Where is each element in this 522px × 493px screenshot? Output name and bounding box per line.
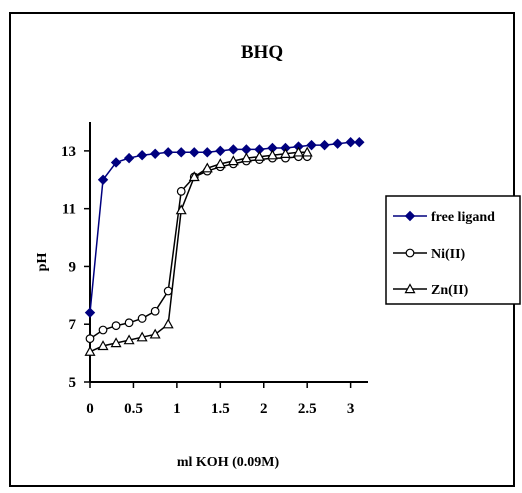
data-point	[306, 139, 317, 151]
data-point	[202, 147, 213, 158]
series-line	[89, 141, 360, 313]
series-line	[89, 155, 308, 340]
x-tick-label: 1	[173, 401, 181, 417]
data-point	[149, 328, 161, 339]
y-axis-label: pH	[35, 253, 50, 272]
data-point	[84, 345, 96, 356]
data-point	[176, 147, 187, 158]
x-axis-label: ml KOH (0.09M)	[177, 455, 280, 470]
data-point	[253, 150, 265, 161]
x-tick-label: 2	[260, 401, 268, 417]
data-point	[137, 314, 147, 323]
data-point	[136, 331, 148, 342]
data-point	[98, 325, 108, 335]
data-point	[97, 174, 109, 185]
y-tick-label: 9	[69, 259, 77, 275]
data-point	[149, 148, 161, 159]
data-point	[124, 318, 134, 328]
data-point	[123, 334, 135, 345]
data-point	[136, 150, 148, 161]
data-point	[84, 307, 96, 318]
series-line	[89, 151, 308, 353]
data-point	[301, 146, 313, 157]
y-tick-label: 7	[69, 317, 77, 333]
series-triangle	[84, 146, 313, 356]
x-tick-label: 1.5	[211, 401, 230, 417]
legend: free ligand Ni(II) Zn(II)	[385, 195, 521, 305]
data-point	[332, 138, 343, 149]
data-point	[176, 186, 186, 196]
data-point	[162, 318, 174, 329]
legend-label: Ni(II)	[431, 247, 466, 262]
data-point	[266, 149, 278, 160]
data-point	[150, 306, 160, 316]
series-layer	[84, 137, 365, 356]
legend-entry: Zn(II)	[393, 283, 469, 298]
data-point	[110, 157, 122, 168]
data-point	[201, 162, 213, 173]
data-point	[163, 286, 173, 296]
data-point	[214, 158, 226, 169]
data-point	[227, 155, 239, 166]
legend-label: free ligand	[431, 210, 495, 225]
legend-entry: Ni(II)	[393, 247, 466, 262]
data-point	[189, 147, 200, 158]
x-tick-label: 3	[347, 401, 355, 417]
series-circle	[85, 152, 312, 344]
legend-entry: free ligand	[393, 210, 495, 225]
data-point	[110, 337, 122, 348]
x-tick-label: 0	[86, 401, 94, 417]
x-tick-label: 2.5	[298, 401, 317, 417]
y-tick-label: 5	[69, 375, 77, 391]
data-point	[292, 146, 305, 157]
data-point	[162, 147, 174, 158]
data-point	[188, 171, 200, 182]
y-tick-label: 13	[61, 144, 76, 160]
legend-marker	[404, 283, 416, 294]
data-point	[123, 152, 135, 164]
data-point	[97, 340, 109, 351]
data-point	[319, 139, 330, 151]
data-point	[215, 145, 226, 157]
data-point	[111, 321, 121, 331]
legend-marker	[404, 210, 416, 222]
series-diamond	[84, 137, 365, 318]
data-point	[345, 137, 356, 148]
data-point	[240, 152, 252, 163]
legend-marker	[405, 248, 415, 258]
data-point	[354, 137, 365, 148]
data-point	[175, 204, 187, 215]
y-tick-label: 11	[62, 202, 76, 218]
data-point	[228, 144, 239, 155]
legend-label: Zn(II)	[431, 283, 469, 298]
x-tick-label: 0.5	[124, 401, 143, 417]
data-point	[85, 334, 95, 344]
chart-title: BHQ	[241, 42, 283, 63]
data-point	[279, 148, 291, 158]
